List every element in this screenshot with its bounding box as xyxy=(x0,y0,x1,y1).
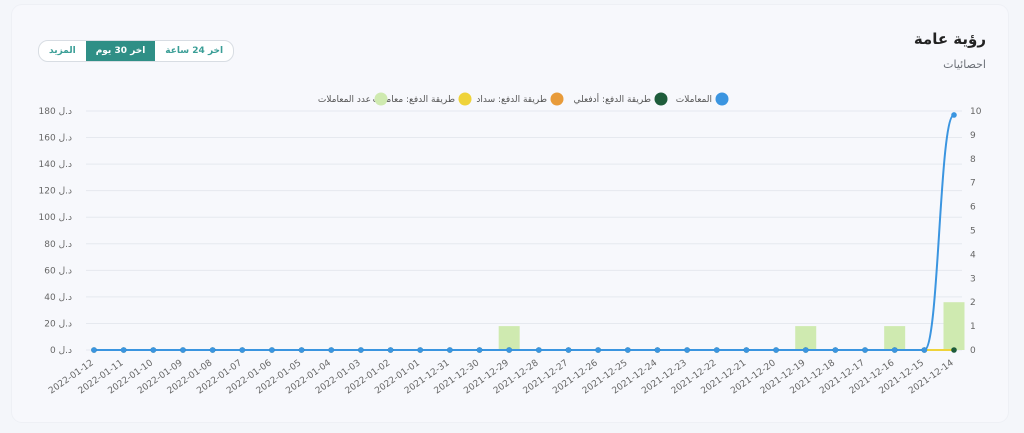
page-title: رؤية عامة xyxy=(913,30,986,48)
series-point xyxy=(298,347,305,353)
left-axis-tick-label: 80 د.ل xyxy=(44,240,72,250)
legend-marker[interactable] xyxy=(550,92,564,106)
right-axis-tick-label: 2 xyxy=(970,298,976,308)
right-axis-tick-label: 1 xyxy=(970,322,976,332)
series-point xyxy=(476,347,483,353)
left-axis-tick-label: 60 د.ل xyxy=(44,266,72,276)
series-point xyxy=(209,347,216,353)
series-point xyxy=(862,347,868,353)
left-axis-tick-label: 0 د.ل xyxy=(50,346,72,356)
bar-transaction-count xyxy=(498,326,520,350)
legend-label[interactable]: طريقة الدفع: سداد xyxy=(476,95,547,105)
right-axis-tick-label: 7 xyxy=(970,179,976,189)
left-axis-tick-label: 140 د.ل xyxy=(39,160,72,170)
legend-label[interactable]: طريقة الدفع: معاملات xyxy=(373,95,455,105)
left-axis-tick-label: 100 د.ل xyxy=(39,213,72,223)
left-axis-tick-label: 40 د.ل xyxy=(44,293,72,303)
bar-transaction-count xyxy=(884,326,906,350)
left-axis-tick-label: 120 د.ل xyxy=(39,187,72,197)
series-point xyxy=(536,347,542,353)
series-point xyxy=(743,347,750,353)
series-point xyxy=(506,347,512,353)
series-point xyxy=(328,347,335,353)
right-axis-tick-label: 10 xyxy=(970,107,982,117)
series-point xyxy=(91,347,97,353)
series-point xyxy=(832,347,839,353)
range-24-hours-button[interactable]: اخر 24 ساعة xyxy=(165,46,224,56)
right-axis-tick-label: 0 xyxy=(970,346,976,356)
left-axis-tick-label: 160 د.ل xyxy=(39,134,72,144)
series-point xyxy=(150,347,157,353)
series-point xyxy=(239,347,246,353)
series-point xyxy=(447,347,453,353)
range-30-days-button[interactable]: اخر 30 يوم xyxy=(85,41,156,61)
series-point xyxy=(387,347,394,353)
series-point xyxy=(654,347,661,353)
series-point xyxy=(802,347,809,353)
series-point xyxy=(951,112,957,118)
legend-marker[interactable] xyxy=(374,92,388,106)
series-point xyxy=(624,347,631,353)
right-axis-tick-label: 6 xyxy=(970,203,976,213)
range-more-button[interactable]: المزيد xyxy=(49,46,76,56)
range-selector: المزيد اخر 30 يوم اخر 24 ساعة xyxy=(38,40,235,62)
series-point xyxy=(358,347,364,353)
page-subtitle: احصائيات xyxy=(943,58,986,71)
legend-marker[interactable] xyxy=(458,92,472,106)
series-point xyxy=(565,347,572,353)
right-axis-tick-label: 8 xyxy=(970,155,976,165)
right-axis-tick-label: 9 xyxy=(970,131,976,141)
legend-marker[interactable] xyxy=(715,92,729,106)
series-point xyxy=(713,347,720,353)
series-point xyxy=(595,347,601,353)
series-point xyxy=(773,347,779,353)
series-line xyxy=(94,113,955,351)
legend-label[interactable]: طريقة الدفع: أدفعلي xyxy=(574,93,651,105)
bar-transaction-count xyxy=(943,302,965,350)
right-axis-tick-label: 4 xyxy=(970,250,976,260)
right-axis-tick-label: 5 xyxy=(970,227,976,237)
left-axis-tick-label: 180 د.ل xyxy=(39,107,72,117)
legend-marker[interactable] xyxy=(654,92,668,106)
legend-label[interactable]: عدد المعاملات xyxy=(318,95,371,105)
bar-transaction-count xyxy=(795,326,817,350)
series-point xyxy=(684,347,690,353)
series-point xyxy=(921,347,928,353)
legend-label[interactable]: المعاملات xyxy=(676,95,712,105)
series-point xyxy=(891,347,898,353)
series-point xyxy=(120,347,127,353)
series-point xyxy=(180,347,186,353)
series-point xyxy=(417,347,424,353)
left-axis-tick-label: 20 د.ل xyxy=(44,319,72,329)
series-point xyxy=(269,347,275,353)
series-point xyxy=(951,347,957,353)
right-axis-tick-label: 3 xyxy=(970,274,976,284)
